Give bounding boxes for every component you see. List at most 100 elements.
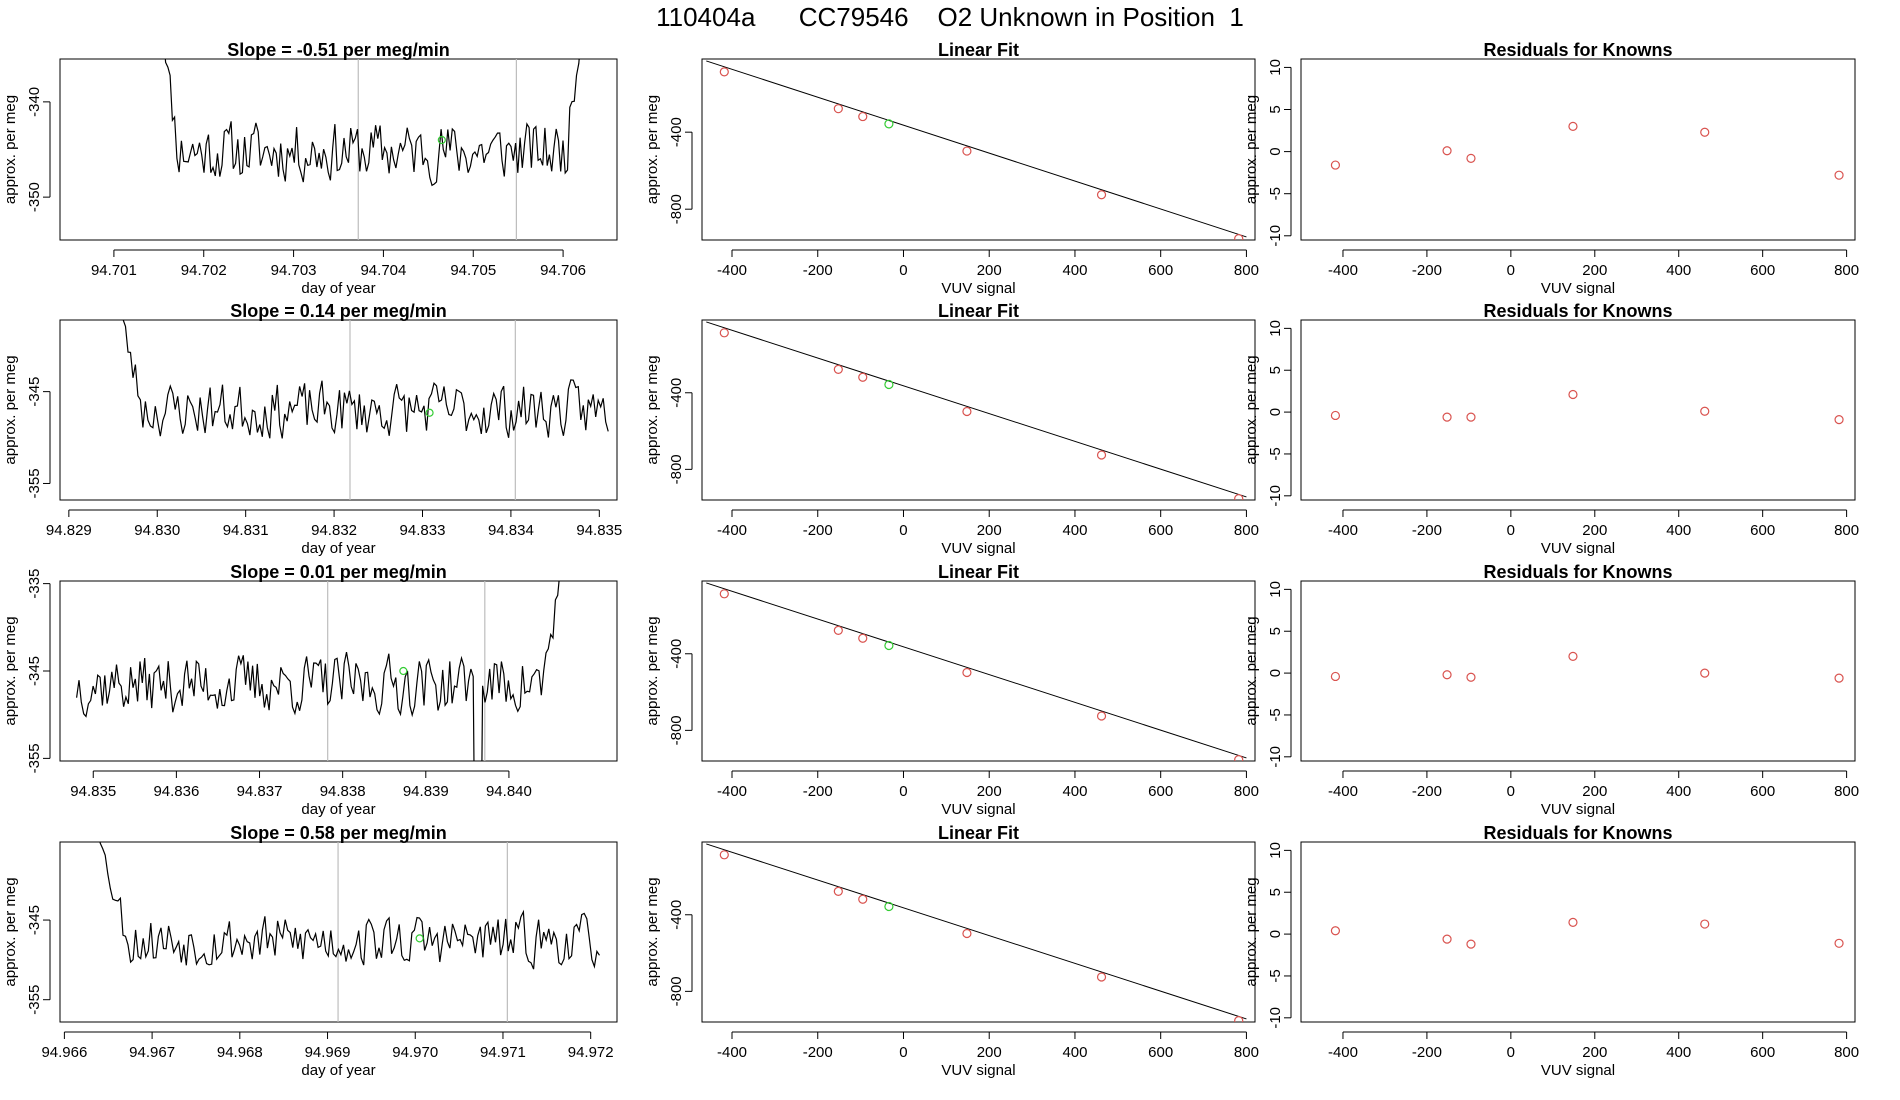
x-tick-label: -200 [1412,783,1442,800]
y-tick-label: -355 [26,743,43,773]
x-tick-label: 94.706 [540,262,586,279]
y-tick-label: -10 [1267,746,1284,768]
data-point [833,104,843,114]
x-axis-label: day of year [301,1062,375,1079]
x-axis-label: VUV signal [1541,801,1615,818]
x-tick-label: 0 [899,522,907,539]
data-point [1096,450,1107,460]
y-tick-label: 0 [1267,669,1284,677]
x-tick-label: 600 [1750,522,1775,539]
y-tick-label: 0 [1267,408,1284,416]
chart-title: Residuals for Knowns [1483,562,1672,582]
data-point [1568,651,1578,661]
plot-area [706,843,1247,1022]
x-tick-label: 94.838 [320,783,366,800]
x-tick-label: 800 [1234,262,1259,279]
panel-scatter-r1c1: Linear Fit -400 -200 0 200 400 600 800 VUV signa… [644,301,1259,557]
y-axis-label: approx. per meg [644,877,661,986]
chart-title: Slope = 0.58 per meg/min [230,823,447,843]
x-tick-label: 94.971 [480,1044,526,1061]
x-tick-label: 94.967 [129,1044,175,1061]
y-tick-label: -800 [668,715,685,745]
plot-frame [59,580,618,762]
data-point [1330,926,1341,936]
y-tick-label: -345 [26,905,43,935]
fit-line [706,582,1247,759]
data-point [858,372,868,382]
data-point [1330,671,1341,682]
x-tick-label: 0 [899,783,907,800]
x-tick-label: 600 [1148,522,1173,539]
x-tick-label: 400 [1666,783,1691,800]
y-tick-label: -800 [668,194,685,224]
x-tick-label: 400 [1666,262,1691,279]
data-point [1568,389,1578,400]
data-point [1442,934,1452,944]
x-tick-label: 94.968 [217,1044,263,1061]
unknown-point-marker [425,408,434,417]
plot-frame [59,58,618,241]
chart-title: Residuals for Knowns [1483,301,1672,321]
plot-area [706,321,1247,500]
x-tick-label: 94.703 [271,262,317,279]
plot-area [706,60,1247,240]
data-point [1568,121,1578,131]
x-tick-label: 94.840 [486,783,532,800]
y-axis-label: approx. per meg [2,616,19,725]
x-tick-label: 94.831 [223,522,269,539]
panel-line-r3c0: Slope = 0.58 per meg/min 94.966 94.967 94.9… [2,823,618,1079]
series-line [164,59,580,187]
x-tick-label: 400 [1062,262,1087,279]
y-tick-label: 0 [1267,147,1284,155]
x-tick-label: 0 [1507,262,1515,279]
x-axis-label: VUV signal [1541,1062,1615,1079]
x-tick-label: -200 [1412,1044,1442,1061]
data-point [1096,190,1107,200]
y-tick-label: 10 [1267,581,1284,598]
y-tick-label: -400 [668,639,685,669]
y-tick-label: 5 [1267,366,1284,374]
x-tick-label: -400 [717,1044,747,1061]
x-tick-label: 200 [977,1044,1002,1061]
data-point [858,633,868,643]
y-tick-label: 10 [1267,842,1284,859]
x-axis-label: VUV signal [941,280,1015,297]
chart-title: Slope = 0.01 per meg/min [230,562,447,582]
x-tick-label: 200 [977,522,1002,539]
data-point [719,328,729,338]
plot-frame [59,319,618,501]
x-tick-label: 200 [977,783,1002,800]
x-tick-label: -400 [717,783,747,800]
data-point [1834,938,1844,948]
y-axis-label: approx. per meg [1243,95,1260,204]
data-point [858,894,868,904]
x-tick-label: -400 [1328,783,1358,800]
x-tick-label: 800 [1834,783,1859,800]
y-tick-label: -5 [1267,708,1284,721]
y-tick-label: -10 [1267,225,1284,247]
panel-scatter-r0c2: Residuals for Knowns -400 -200 0 200 400 600 80… [1243,40,1859,297]
fit-line [706,843,1247,1020]
x-tick-label: 94.705 [450,262,496,279]
fit-line [706,60,1247,238]
y-tick-label: -400 [668,900,685,930]
x-tick-label: 94.970 [392,1044,438,1061]
x-tick-label: -200 [803,1044,833,1061]
plot-frame [701,319,1256,501]
x-tick-label: 94.969 [305,1044,351,1061]
chart-title: Linear Fit [938,301,1019,321]
data-point [1568,917,1578,927]
x-tick-label: 400 [1666,1044,1691,1061]
plot-area [76,581,560,761]
panel-scatter-r0c1: Linear Fit -400 -200 0 200 400 600 800 VUV signa… [644,40,1259,297]
y-tick-label: -5 [1267,969,1284,982]
y-tick-label: -400 [668,117,685,147]
x-tick-label: -400 [717,522,747,539]
panel-line-r0c0: Slope = -0.51 per meg/min 94.701 94.702 94.… [2,40,618,297]
y-tick-label: -5 [1267,447,1284,460]
data-point [1234,494,1244,500]
data-point [962,406,972,417]
chart-title: Residuals for Knowns [1483,40,1672,60]
x-tick-label: 400 [1062,1044,1087,1061]
x-tick-label: 200 [1582,262,1607,279]
